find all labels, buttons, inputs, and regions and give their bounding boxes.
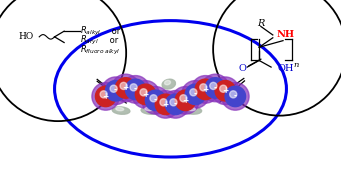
Text: -: -: [134, 85, 137, 94]
Text: O: O: [239, 64, 247, 73]
Ellipse shape: [165, 94, 186, 115]
Ellipse shape: [225, 86, 246, 107]
Ellipse shape: [202, 74, 229, 102]
Ellipse shape: [115, 78, 136, 98]
Text: +: +: [222, 86, 228, 95]
Text: OH: OH: [278, 64, 294, 73]
Ellipse shape: [184, 107, 202, 114]
Ellipse shape: [112, 107, 130, 114]
Ellipse shape: [182, 81, 209, 108]
Text: +: +: [103, 92, 109, 101]
Text: HO: HO: [19, 32, 34, 41]
Ellipse shape: [97, 88, 111, 97]
Ellipse shape: [141, 107, 159, 114]
Ellipse shape: [142, 87, 169, 114]
Ellipse shape: [116, 107, 124, 111]
Ellipse shape: [100, 89, 106, 93]
Ellipse shape: [205, 78, 226, 98]
Ellipse shape: [135, 84, 156, 105]
Ellipse shape: [211, 77, 239, 105]
Ellipse shape: [175, 90, 196, 111]
Ellipse shape: [120, 82, 127, 89]
Text: n: n: [293, 61, 299, 69]
Ellipse shape: [155, 94, 176, 115]
Ellipse shape: [150, 95, 157, 102]
Text: or: or: [107, 36, 119, 45]
Text: NH: NH: [276, 29, 294, 39]
Ellipse shape: [162, 79, 176, 89]
Ellipse shape: [170, 99, 177, 106]
Ellipse shape: [200, 84, 207, 91]
Ellipse shape: [215, 81, 236, 101]
Text: -: -: [234, 92, 237, 101]
Text: -: -: [174, 100, 177, 109]
Text: R: R: [257, 19, 265, 28]
Ellipse shape: [145, 90, 166, 111]
Ellipse shape: [122, 76, 149, 103]
Ellipse shape: [192, 76, 219, 103]
Ellipse shape: [102, 77, 130, 105]
Ellipse shape: [132, 81, 159, 108]
Ellipse shape: [212, 81, 218, 86]
Ellipse shape: [160, 99, 167, 106]
Ellipse shape: [145, 107, 153, 111]
Ellipse shape: [190, 89, 197, 96]
Text: $R_{aryl}$: $R_{aryl}$: [80, 34, 99, 47]
Ellipse shape: [195, 79, 216, 100]
Ellipse shape: [152, 91, 179, 118]
Ellipse shape: [228, 92, 242, 101]
Ellipse shape: [95, 86, 116, 107]
Ellipse shape: [210, 80, 223, 90]
Ellipse shape: [140, 89, 147, 96]
Text: +: +: [162, 100, 169, 109]
Ellipse shape: [220, 85, 227, 92]
Ellipse shape: [210, 82, 217, 89]
Ellipse shape: [180, 95, 187, 102]
Text: -: -: [214, 84, 217, 92]
Ellipse shape: [185, 84, 206, 105]
Ellipse shape: [231, 93, 237, 97]
Ellipse shape: [100, 91, 107, 98]
Text: -: -: [114, 86, 117, 95]
Text: -: -: [154, 96, 157, 105]
Text: $R_{fluoro\ alkyl}$: $R_{fluoro\ alkyl}$: [80, 43, 121, 57]
Text: +: +: [182, 96, 189, 105]
Ellipse shape: [172, 87, 199, 114]
Ellipse shape: [125, 79, 146, 100]
Ellipse shape: [162, 91, 189, 118]
Text: -: -: [194, 90, 197, 99]
Text: +: +: [122, 84, 129, 92]
Ellipse shape: [105, 81, 126, 101]
Text: +: +: [202, 85, 208, 94]
Ellipse shape: [229, 91, 237, 98]
Text: $R_{alkyl}$: $R_{alkyl}$: [80, 25, 102, 38]
Text: +: +: [143, 90, 149, 99]
Text: or: or: [109, 27, 120, 36]
Ellipse shape: [187, 107, 195, 111]
Ellipse shape: [164, 80, 170, 85]
Ellipse shape: [112, 74, 139, 102]
Ellipse shape: [92, 83, 119, 110]
Ellipse shape: [110, 85, 117, 92]
Ellipse shape: [130, 84, 137, 91]
Ellipse shape: [222, 83, 249, 110]
